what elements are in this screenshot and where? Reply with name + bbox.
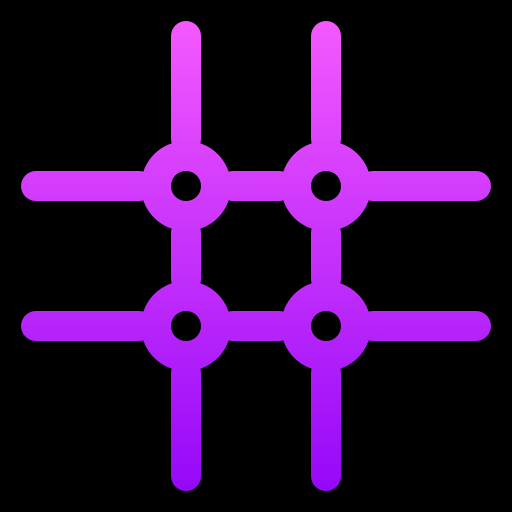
grid-intersections-icon	[0, 0, 512, 512]
grid-icon-container	[0, 0, 512, 512]
